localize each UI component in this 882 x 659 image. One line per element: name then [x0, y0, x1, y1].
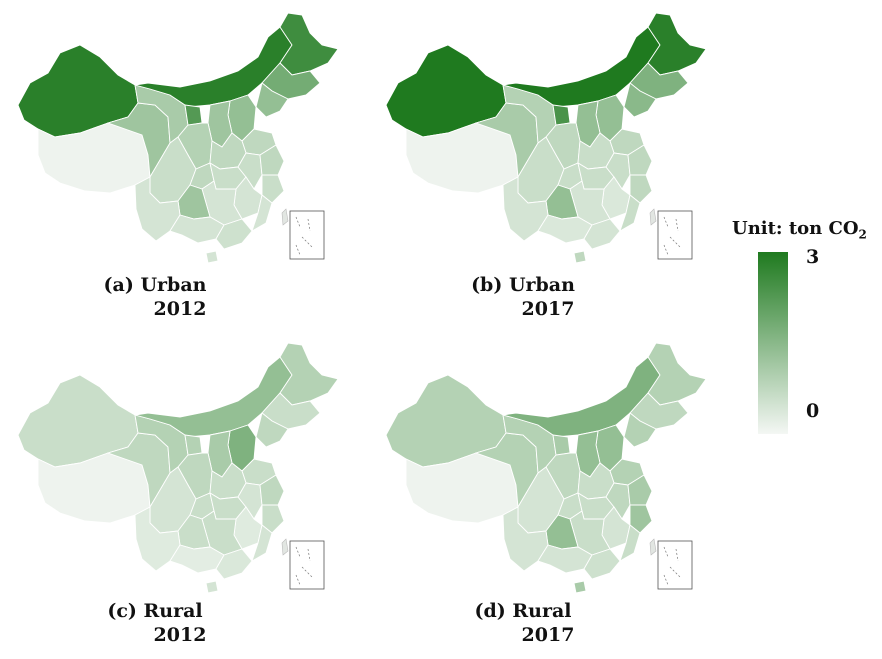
region-ningxia	[184, 434, 203, 456]
region-hainan	[573, 580, 587, 594]
region-taiwan	[649, 538, 657, 556]
panel-caption: (c) Rural 2012	[10, 599, 340, 647]
panel-caption: (a) Urban 2012	[10, 273, 340, 321]
panel-urban-2012: (a) Urban 2012	[10, 5, 340, 320]
region-zhejiang	[629, 174, 653, 204]
region-zhejiang	[261, 504, 285, 534]
color-legend: Unit: ton CO2 3 0	[732, 218, 882, 448]
region-heilongjiang	[647, 342, 707, 406]
region-ningxia	[184, 104, 203, 126]
panel-rural-2012: (c) Rural 2012	[10, 335, 340, 646]
legend-title-text: Unit: ton CO	[732, 218, 859, 239]
region-fujian	[251, 524, 273, 562]
region-taiwan	[281, 208, 289, 226]
panel-urban-2017: (b) Urban 2017	[378, 5, 708, 320]
south-china-sea-inset	[289, 540, 325, 590]
region-jiangsu	[627, 144, 653, 176]
panel-caption-year: 2017	[521, 624, 575, 646]
region-jiangsu	[259, 474, 285, 506]
panel-caption-type: (b) Urban	[471, 274, 575, 296]
region-fujian	[251, 194, 273, 232]
legend-title-subscript: 2	[858, 227, 867, 242]
legend-color-bar	[758, 252, 788, 434]
region-taiwan	[649, 208, 657, 226]
region-heilongjiang	[279, 12, 339, 76]
china-map-urban-2012	[17, 12, 339, 264]
region-fujian	[619, 194, 641, 232]
region-zhejiang	[261, 174, 285, 204]
china-map-rural-2017	[385, 342, 707, 594]
panel-rural-2017: (d) Rural 2017	[378, 335, 708, 646]
legend-max-label: 3	[806, 246, 820, 268]
region-jiangsu	[627, 474, 653, 506]
china-map-urban-2017	[385, 12, 707, 264]
panel-caption-type: (d) Rural	[474, 600, 572, 622]
panel-caption-type: (a) Urban	[103, 274, 207, 296]
region-hainan	[205, 250, 219, 264]
panel-caption-year: 2012	[153, 624, 207, 646]
legend-min-label: 0	[806, 400, 820, 422]
region-fujian	[619, 524, 641, 562]
south-china-sea-inset	[289, 210, 325, 260]
south-china-sea-inset	[657, 540, 693, 590]
region-hainan	[573, 250, 587, 264]
panel-caption-year: 2012	[153, 298, 207, 320]
region-guangdong	[215, 218, 253, 250]
region-heilongjiang	[279, 342, 339, 406]
region-guangdong	[215, 548, 253, 580]
region-zhejiang	[629, 504, 653, 534]
region-ningxia	[552, 434, 571, 456]
region-heilongjiang	[647, 12, 707, 76]
south-china-sea-inset	[657, 210, 693, 260]
region-hainan	[205, 580, 219, 594]
panel-caption-year: 2017	[521, 298, 575, 320]
region-ningxia	[552, 104, 571, 126]
china-map-rural-2012	[17, 342, 339, 594]
panel-caption: (b) Urban 2017	[378, 273, 708, 321]
panel-caption: (d) Rural 2017	[378, 599, 708, 647]
region-jiangsu	[259, 144, 285, 176]
legend-title: Unit: ton CO2	[732, 218, 867, 242]
panel-caption-type: (c) Rural	[107, 600, 203, 622]
region-taiwan	[281, 538, 289, 556]
region-guangdong	[583, 548, 621, 580]
region-guangdong	[583, 218, 621, 250]
